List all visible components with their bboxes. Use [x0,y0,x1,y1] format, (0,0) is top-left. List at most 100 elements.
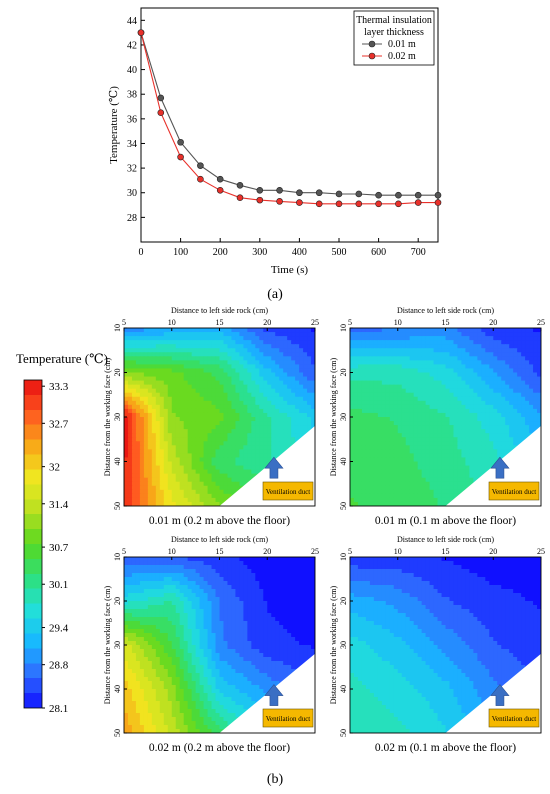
x-tick-label: 5 [122,547,126,556]
data-point [395,200,402,208]
x-tick-label: 15 [442,318,450,327]
data-point [335,200,343,208]
data-point [177,153,184,161]
y-tick-label: 40 [113,458,122,466]
y-tick-label: 40 [339,458,348,466]
data-point [375,200,382,208]
x-tick-label: 10 [394,318,402,327]
ventilation-duct-box [488,708,540,728]
x-tick-label: 10 [394,547,402,556]
x-tick-label: 15 [216,318,224,327]
airflow-arrow-icon [490,456,510,479]
colorbar-title: Temperature (℃) [16,351,108,366]
x-tick-label: 500 [332,247,347,258]
x-tick-label: 25 [311,547,319,556]
y-tick-label: 28 [127,213,137,224]
x-tick-label: 300 [252,247,267,258]
y-tick-label: 30 [113,641,122,649]
airflow-arrow-icon [490,684,510,706]
data-point [414,191,422,199]
x-tick-label: 5 [348,547,352,556]
data-point [296,189,303,197]
y-tick-label: 50 [339,729,348,737]
data-point [197,162,204,169]
data-point [256,186,264,194]
x-tick-label: 25 [537,318,545,327]
panel-label-a: (a) [267,287,283,302]
x-tick-label: 20 [263,318,271,327]
data-point [276,186,283,194]
y-axis-title: Distance from the working face (cm) [329,585,338,704]
data-point [434,191,442,199]
x-tick-label: 100 [173,247,188,258]
data-point [335,190,343,198]
ventilation-duct-box [488,481,540,501]
x-tick-label: 600 [371,247,386,258]
y-tick-label: 20 [339,369,348,377]
data-point [236,182,244,189]
data-point [197,175,204,183]
y-tick-label: 10 [113,553,122,561]
colorbar-tick-label: 30.1 [49,579,68,591]
y-axis-title: Distance from the working face (cm) [329,357,338,476]
panel-caption: 0.02 m (0.2 m above the floor) [149,742,290,754]
y-tick-label: 40 [127,65,137,76]
panel-caption: 0.01 m (0.1 m above the floor) [375,515,516,527]
panel-caption: 0.01 m (0.2 m above the floor) [149,515,290,527]
x-tick-label: 20 [489,547,497,556]
y-tick-label: 50 [339,502,348,510]
x-tick-label: 200 [213,247,228,258]
data-point [315,200,323,208]
legend-entry: 0.02 m [388,51,416,62]
x-tick-label: 20 [263,547,271,556]
colorbar-tick-label: 31.4 [49,499,69,511]
y-tick-label: 20 [113,369,122,377]
ventilation-duct-label: Ventilation duct [266,488,311,496]
airflow-arrow-icon [264,456,284,479]
y-tick-label: 36 [127,114,137,125]
x-tick-label: 15 [442,547,450,556]
x-tick-label: 700 [411,247,426,258]
x-tick-label: 20 [489,318,497,327]
colorbar-gradient [23,379,43,709]
y-tick-label: 20 [113,597,122,605]
data-point [157,109,165,116]
data-point [177,138,184,146]
y-tick-label: 10 [113,324,122,332]
data-point [276,198,283,205]
x-axis-title: Distance to left side rock (cm) [171,535,268,544]
y-tick-label: 10 [339,553,348,561]
y-tick-label: 50 [113,502,122,510]
data-point [315,189,323,197]
y-axis-title: Distance from the working face (cm) [103,585,112,704]
colorbar: Temperature (℃) 33.3 32.7 32 31.4 30.7 30.1 29.… [16,351,108,715]
x-tick-label: 0 [139,247,144,258]
colorbar-tick-label: 33.3 [49,381,69,393]
data-point [434,199,442,206]
colorbar-tick-label: 32 [49,462,60,474]
y-tick-label: 10 [339,324,348,332]
colorbar-tick-label: 28.8 [49,660,69,672]
data-point [236,194,244,201]
panel-caption: 0.02 m (0.1 m above the floor) [375,742,516,754]
y-tick-label: 20 [339,597,348,605]
x-axis-title: Time (s) [271,264,309,276]
ventilation-duct-box [262,708,314,728]
colorbar-tick-label: 32.7 [49,418,69,430]
y-tick-label: 32 [127,164,137,175]
y-tick-label: 50 [113,729,122,737]
y-tick-label: 30 [339,641,348,649]
airflow-arrow-icon [264,684,284,706]
data-point [414,199,422,206]
y-axis-title: Distance from the working face (cm) [103,357,112,476]
x-tick-label: 10 [168,318,176,327]
x-axis-title: Distance to left side rock (cm) [397,535,494,544]
ventilation-duct-label: Ventilation duct [492,715,537,723]
y-tick-label: 42 [127,40,137,51]
